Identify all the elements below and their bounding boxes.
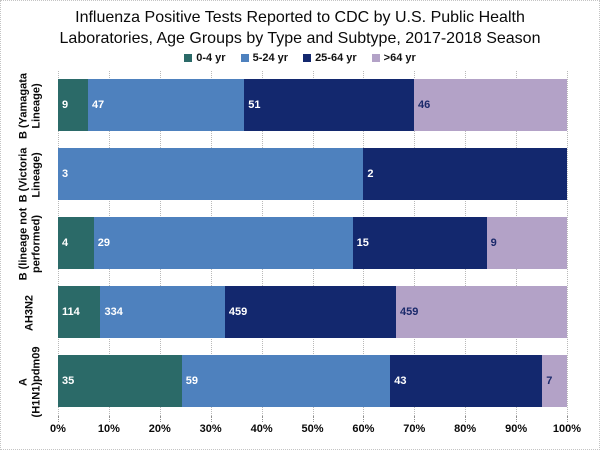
legend-swatch xyxy=(184,54,193,62)
axis-tick xyxy=(58,416,59,422)
category-label: A (H1N1)pdm09 xyxy=(1,346,58,417)
bar-segment: 59 xyxy=(181,355,391,407)
bar-value-label: 2 xyxy=(367,168,374,180)
x-tick-label: 40% xyxy=(250,423,273,435)
legend-label: 25-64 yr xyxy=(315,52,357,64)
legend-swatch xyxy=(303,54,312,62)
bar-segment: 9 xyxy=(486,217,567,269)
x-tick-label: 20% xyxy=(148,423,171,435)
axis-tick xyxy=(414,416,416,422)
legend-label: 5-24 yr xyxy=(252,52,289,64)
bar-segment: 3 xyxy=(58,148,364,200)
bar-row: AH3N2 114 334 459 459 xyxy=(1,278,599,347)
chart-title: Influenza Positive Tests Reported to CDC… xyxy=(59,9,541,48)
bar-value-label: 459 xyxy=(399,306,419,318)
bar-value-label: 43 xyxy=(394,375,407,387)
bar-row: B (Victoria Lineage) 3 2 xyxy=(1,140,599,209)
category-label-text: A (H1N1)pdm09 xyxy=(16,346,42,417)
bar-segment: 459 xyxy=(395,286,567,338)
x-tick-label: 100% xyxy=(552,423,582,435)
bar-segment: 9 xyxy=(58,79,88,131)
bar-segment: 43 xyxy=(390,355,543,407)
x-tick-label: 50% xyxy=(301,423,324,435)
axis-tick xyxy=(567,416,568,422)
x-tick-label: 30% xyxy=(199,423,222,435)
bar-row: A (H1N1)pdm09 35 59 43 7 xyxy=(1,346,599,417)
bar-value-label: 7 xyxy=(546,375,553,387)
stacked-bar: 35 59 43 7 xyxy=(58,355,567,407)
bar-rows: B (Yamagata Lineage) 9 47 51 46 B (Victoria L… xyxy=(1,71,599,417)
legend-item: 25-64 yr xyxy=(303,52,357,64)
bar-segment: 46 xyxy=(413,79,567,131)
x-tick-label: 90% xyxy=(505,423,528,435)
bar-segment: 114 xyxy=(58,286,101,338)
legend-item: 5-24 yr xyxy=(240,52,289,64)
axis-tick xyxy=(210,416,212,422)
legend-swatch xyxy=(371,54,380,62)
bar-segment: 334 xyxy=(100,286,225,338)
bar-value-label: 459 xyxy=(228,306,248,318)
bar-row: B (lineage not performed) 4 29 15 9 xyxy=(1,207,599,280)
legend-item: >64 yr xyxy=(371,52,416,64)
bar-value-label: 334 xyxy=(104,306,123,318)
axis-tick xyxy=(108,416,110,422)
bar-segment: 7 xyxy=(542,355,567,407)
bar-value-label: 29 xyxy=(97,237,110,249)
axis-tick xyxy=(465,416,467,422)
axis-tick xyxy=(312,416,314,422)
bar-value-label: 9 xyxy=(490,237,497,249)
x-tick-label: 80% xyxy=(454,423,477,435)
bar-value-label: 4 xyxy=(62,237,69,249)
bar-value-label: 46 xyxy=(417,99,431,111)
axis-tick xyxy=(363,416,365,422)
legend-swatch xyxy=(240,54,249,62)
bar-row: B (Yamagata Lineage) 9 47 51 46 xyxy=(1,71,599,140)
bar-value-label: 3 xyxy=(62,168,69,180)
bar-segment: 2 xyxy=(363,148,567,200)
grid-line xyxy=(567,71,568,416)
x-tick-label: 0% xyxy=(50,423,66,435)
bar-value-label: 51 xyxy=(248,99,261,111)
bar-value-label: 35 xyxy=(62,375,75,387)
bar-value-label: 114 xyxy=(62,306,80,318)
stacked-bar: 4 29 15 9 xyxy=(58,217,567,269)
bar-value-label: 9 xyxy=(62,99,69,111)
bar-segment: 29 xyxy=(93,217,353,269)
x-axis-labels: 0% 10% 20% 30% 40% 50% 60% 70% 80% 90% 100% xyxy=(50,423,581,439)
x-tick-label: 10% xyxy=(97,423,120,435)
legend-item: 0-4 yr xyxy=(184,52,226,64)
stacked-bar: 9 47 51 46 xyxy=(58,79,567,131)
bar-segment: 459 xyxy=(224,286,396,338)
axis-tick xyxy=(159,416,161,422)
legend: 0-4 yr 5-24 yr 25-64 yr >64 yr xyxy=(1,52,599,64)
legend-label: 0-4 yr xyxy=(196,52,226,64)
x-tick-label: 60% xyxy=(352,423,375,435)
bar-value-label: 59 xyxy=(185,375,198,387)
bar-segment: 47 xyxy=(87,79,245,131)
bar-value-label: 47 xyxy=(91,99,105,111)
stacked-bar: 114 334 459 459 xyxy=(58,286,567,338)
axis-tick xyxy=(516,416,518,422)
chart-area: B (Yamagata Lineage) 9 47 51 46 B (Victoria L… xyxy=(1,71,599,443)
bar-segment: 51 xyxy=(244,79,414,131)
legend-label: >64 yr xyxy=(383,52,416,64)
bar-segment: 4 xyxy=(58,217,94,269)
bar-value-label: 15 xyxy=(356,237,369,249)
bar-segment: 35 xyxy=(58,355,182,407)
x-tick-label: 70% xyxy=(403,423,426,435)
axis-tick xyxy=(261,416,263,422)
bar-segment: 15 xyxy=(352,217,487,269)
